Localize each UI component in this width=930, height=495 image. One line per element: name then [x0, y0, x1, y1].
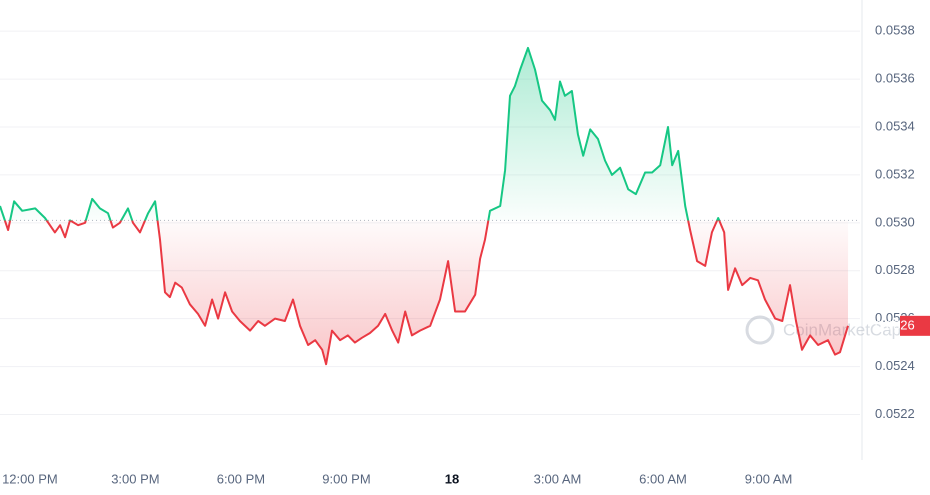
- x-tick-label: 3:00 PM: [111, 471, 159, 486]
- x-tick-label: 12:00 PM: [2, 471, 58, 486]
- y-tick-label: 0.0532: [875, 166, 915, 181]
- x-tick-label: 3:00 AM: [534, 471, 582, 486]
- y-tick-label: 0.0528: [875, 262, 915, 277]
- y-tick-label: 0.0534: [875, 118, 915, 133]
- x-tick-label: 6:00 PM: [217, 471, 265, 486]
- x-tick-label: 9:00 AM: [745, 471, 793, 486]
- x-tick-label: 6:00 AM: [639, 471, 687, 486]
- y-tick-label: 0.0536: [875, 71, 915, 86]
- y-tick-label: 0.0538: [875, 23, 915, 38]
- price-tag-label: 0.0526: [875, 317, 915, 332]
- area: [0, 47, 849, 365]
- y-tick-label: 0.0524: [875, 358, 915, 373]
- watermark-logo: [745, 315, 775, 345]
- y-tick-label: 0.0530: [875, 214, 915, 229]
- price-line: [0, 46, 849, 366]
- y-tick-label: 0.0522: [875, 406, 915, 421]
- x-tick-label: 18: [445, 471, 459, 486]
- x-tick-label: 9:00 PM: [322, 471, 370, 486]
- price-tag: [900, 315, 930, 336]
